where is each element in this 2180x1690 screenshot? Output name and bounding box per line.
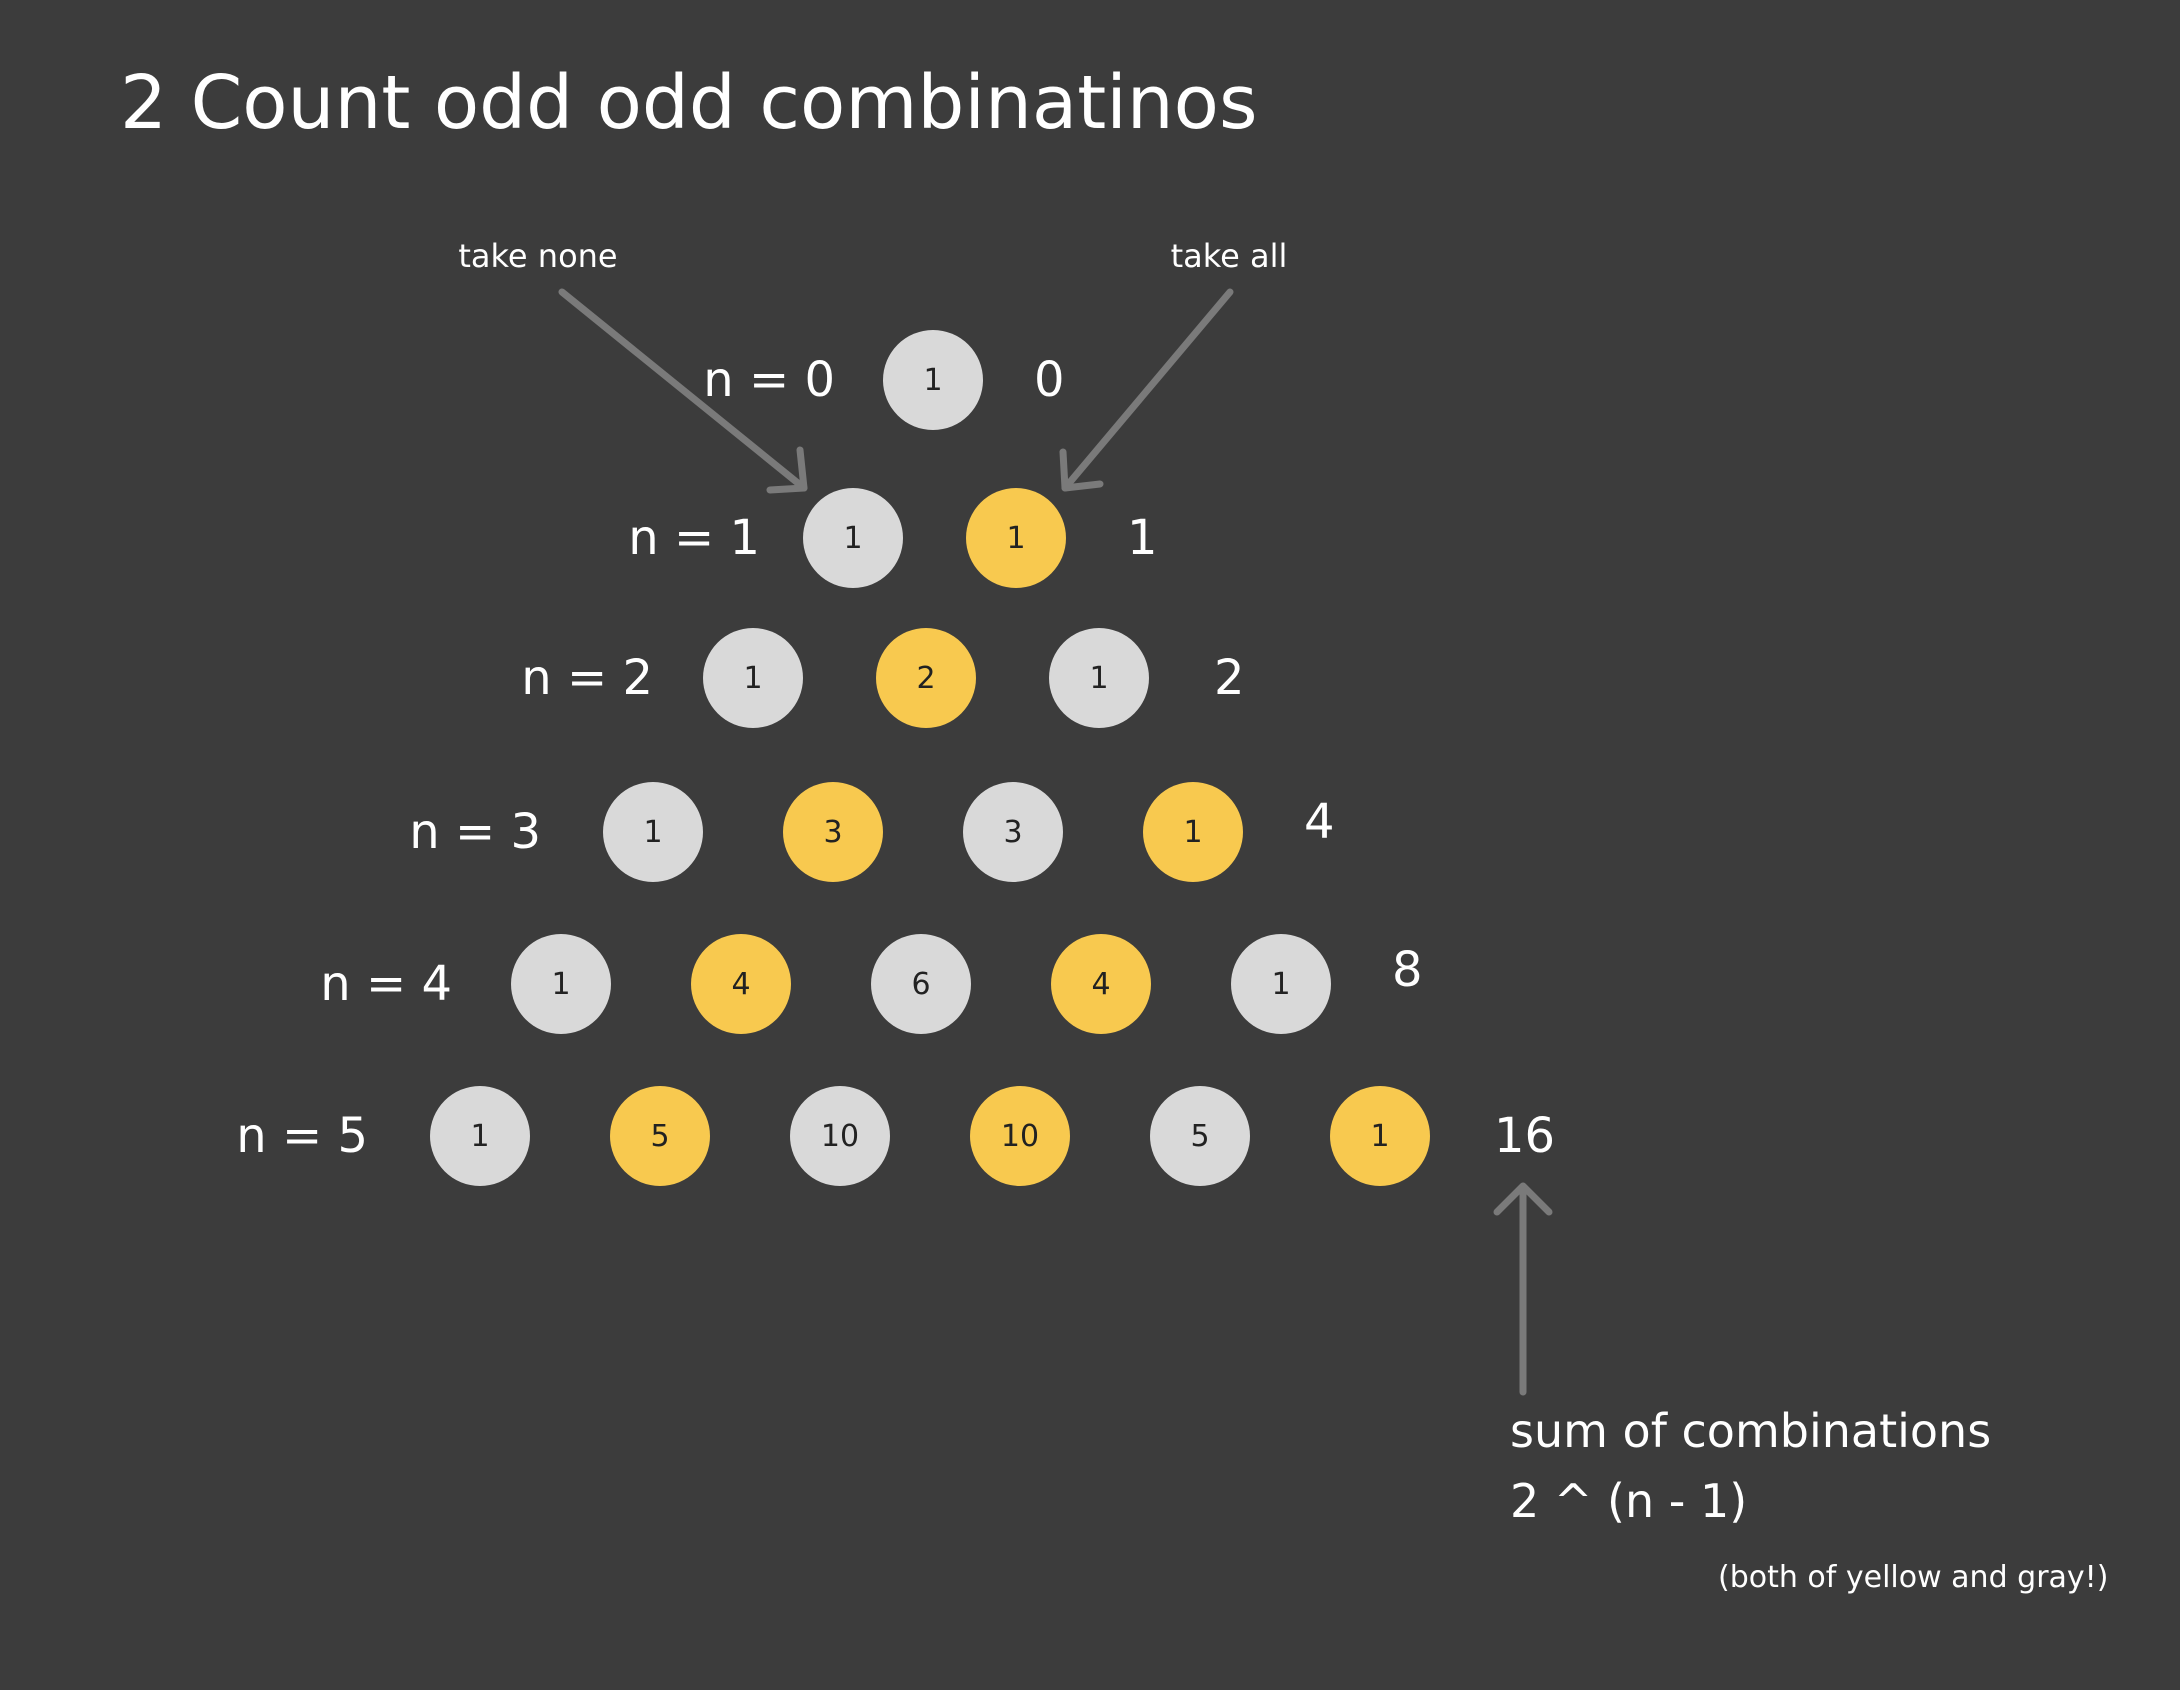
odd-node: 2 — [876, 628, 976, 728]
take-none-arrow — [558, 288, 808, 494]
even-node: 3 — [963, 782, 1063, 882]
odd-node: 1 — [966, 488, 1066, 588]
odd-node: 1 — [1330, 1086, 1430, 1186]
row-label: n = 4 — [320, 956, 452, 1012]
sum-arrow — [1493, 1182, 1553, 1396]
even-node: 1 — [883, 330, 983, 430]
even-node: 5 — [1150, 1086, 1250, 1186]
row-label: n = 5 — [236, 1108, 368, 1164]
sum-note-remark: (both of yellow and gray!) — [1718, 1560, 2109, 1595]
even-node: 1 — [803, 488, 903, 588]
row-label: n = 3 — [409, 804, 541, 860]
page-title: 2 Count odd odd combinatinos — [120, 60, 1258, 146]
row-sum: 4 — [1304, 794, 1335, 850]
odd-node: 10 — [970, 1086, 1070, 1186]
take-none-label: take none — [458, 237, 618, 275]
row-sum: 16 — [1494, 1108, 1556, 1164]
row-sum: 8 — [1392, 942, 1423, 998]
row-sum: 2 — [1214, 650, 1245, 706]
sum-note-formula: 2 ^ (n - 1) — [1510, 1474, 1748, 1528]
even-node: 1 — [1049, 628, 1149, 728]
row-sum: 1 — [1127, 510, 1158, 566]
even-node: 1 — [603, 782, 703, 882]
take-all-label: take all — [1170, 237, 1288, 275]
odd-node: 5 — [610, 1086, 710, 1186]
sum-note-line1: sum of combinations — [1510, 1404, 1992, 1458]
take-all-arrow — [1059, 288, 1234, 492]
even-node: 1 — [430, 1086, 530, 1186]
even-node: 6 — [871, 934, 971, 1034]
row-label: n = 0 — [703, 352, 835, 408]
even-node: 1 — [1231, 934, 1331, 1034]
odd-node: 4 — [1051, 934, 1151, 1034]
odd-node: 4 — [691, 934, 791, 1034]
odd-node: 3 — [783, 782, 883, 882]
even-node: 1 — [703, 628, 803, 728]
row-sum: 0 — [1034, 352, 1065, 408]
row-label: n = 1 — [628, 510, 760, 566]
row-label: n = 2 — [521, 650, 653, 706]
odd-node: 1 — [1143, 782, 1243, 882]
even-node: 1 — [511, 934, 611, 1034]
even-node: 10 — [790, 1086, 890, 1186]
